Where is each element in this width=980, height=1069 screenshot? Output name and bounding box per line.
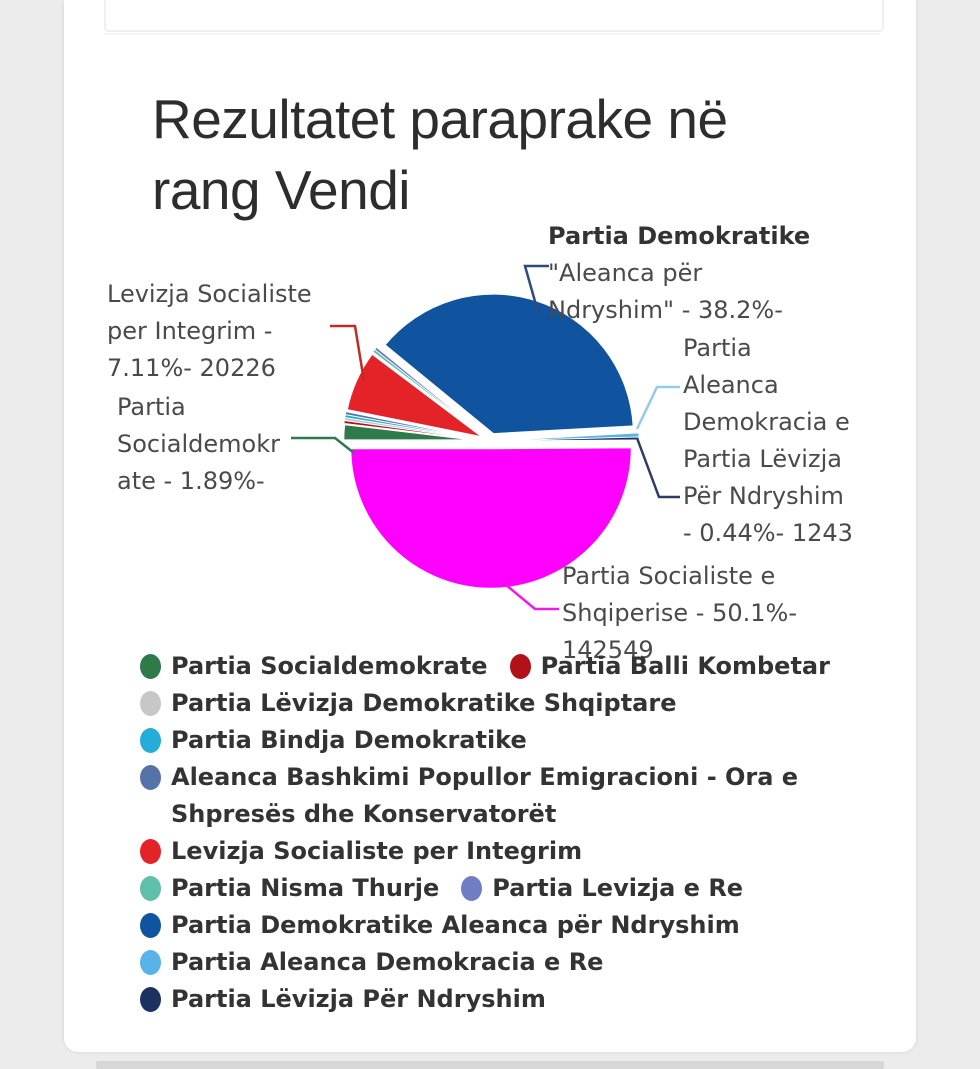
annotation-line: Socialdemokr bbox=[117, 430, 280, 458]
legend-row: Partia Lëvizja Demokratike Shqiptare bbox=[140, 685, 856, 722]
legend-item-label: Partia Lëvizja Për Ndryshim bbox=[171, 985, 546, 1013]
page-title-line2: rang Vendi bbox=[152, 159, 411, 221]
legend-item-label: Partia Balli Kombetar bbox=[540, 652, 830, 680]
legend-color-dot bbox=[140, 839, 161, 864]
legend-item-label: Partia Levizja e Re bbox=[492, 874, 744, 902]
legend-item-label: Levizja Socialiste per Integrim bbox=[171, 837, 583, 865]
legend-color-dot bbox=[461, 876, 483, 901]
annotation-line: per Integrim - bbox=[107, 317, 273, 345]
legend-row: Partia Aleanca Demokracia e Re bbox=[140, 944, 856, 981]
legend-item-label: Partia Nisma Thurje bbox=[171, 874, 440, 902]
bottom-divider-strip bbox=[96, 1061, 884, 1069]
legend-item: Partia Nisma Thurje bbox=[140, 870, 439, 907]
pie-slice-5 bbox=[344, 351, 486, 440]
annotation-line: Partia bbox=[117, 393, 186, 421]
page-title-line1: Rezultatet paraprake në bbox=[152, 88, 728, 150]
pie-slice-11 bbox=[348, 445, 634, 591]
page-title: Rezultatet paraprake në rang Vendi bbox=[152, 84, 852, 226]
annotation-line: "Aleanca për bbox=[548, 259, 703, 287]
pie-slice-7 bbox=[374, 346, 486, 437]
legend-color-dot bbox=[140, 950, 161, 975]
top-remnant-box bbox=[104, 0, 884, 32]
legend-color-dot bbox=[509, 654, 531, 679]
legend-item: Levizja Socialiste per Integrim bbox=[140, 833, 582, 870]
annotation-line: Partia Socialiste e bbox=[562, 562, 776, 590]
leader-line-lsi bbox=[330, 324, 366, 382]
legend-item: Aleanca Bashkimi Popullor Emigracioni - … bbox=[140, 759, 823, 833]
legend-item: Partia Aleanca Demokracia e Re bbox=[140, 944, 603, 981]
pie-slice-8 bbox=[382, 292, 636, 436]
annotation-line: Partia Demokratike bbox=[548, 222, 811, 250]
legend-color-dot bbox=[140, 987, 161, 1012]
leader-line-ps bbox=[505, 584, 559, 611]
legend-row: Partia Bindja Demokratike bbox=[140, 722, 856, 759]
legend-row: Levizja Socialiste per Integrim bbox=[140, 833, 856, 870]
leader-line-pd bbox=[523, 264, 549, 313]
annotation-line: Për Ndryshim bbox=[683, 482, 844, 510]
legend-item: Partia Levizja e Re bbox=[461, 870, 743, 907]
legend-row: Partia Demokratike Aleanca për Ndryshim bbox=[140, 907, 856, 944]
pie-slice-0 bbox=[341, 422, 485, 442]
annotation-line: Aleanca bbox=[683, 371, 779, 399]
legend-item-label: Aleanca Bashkimi Popullor Emigracioni - … bbox=[171, 763, 799, 828]
legend-item: Partia Socialdemokrate bbox=[140, 648, 488, 685]
legend-item-label: Partia Bindja Demokratike bbox=[171, 726, 527, 754]
legend-color-dot bbox=[140, 913, 161, 938]
annotation-line: 7.11%- 20226 bbox=[107, 354, 276, 382]
annotation-aleanca-demokracia-levizja: Partia Aleanca Demokracia e Partia Lëviz… bbox=[683, 330, 853, 552]
annotation-line: Demokracia e bbox=[683, 408, 850, 436]
legend-color-dot bbox=[140, 654, 161, 679]
legend-row: Partia Nisma Thurje Partia Levizja e Re bbox=[140, 870, 856, 907]
legend-row: Partia Socialdemokrate Partia Balli Kombe… bbox=[140, 648, 856, 685]
annotation-partia-demokratike: Partia Demokratike "Aleanca për Ndryshim… bbox=[548, 218, 810, 329]
annotation-line: ate - 1.89%- bbox=[117, 467, 265, 495]
leader-line-padr bbox=[635, 385, 680, 430]
annotation-partia-socialiste: Partia Socialiste e Shqiperise - 50.1%- … bbox=[562, 558, 797, 669]
legend-item: Partia Lëvizja Për Ndryshim bbox=[140, 981, 546, 1018]
legend-row: Partia Lëvizja Për Ndryshim bbox=[140, 981, 856, 1018]
legend: Partia Socialdemokrate Partia Balli Kombe… bbox=[140, 648, 856, 1018]
annotation-line: 142549 bbox=[562, 636, 654, 664]
annotation-line: Partia Lëvizja bbox=[683, 445, 842, 473]
legend-item-label: Partia Demokratike Aleanca për Ndryshim bbox=[171, 911, 740, 939]
legend-item: Partia Demokratike Aleanca për Ndryshim bbox=[140, 907, 740, 944]
legend-item: Partia Lëvizja Demokratike Shqiptare bbox=[140, 685, 677, 722]
top-divider-line bbox=[104, 33, 880, 35]
legend-item: Partia Balli Kombetar bbox=[509, 648, 830, 685]
leader-line-plpn bbox=[635, 437, 680, 499]
legend-item-label: Partia Aleanca Demokracia e Re bbox=[171, 948, 604, 976]
annotation-line: Ndryshim" - 38.2%- bbox=[548, 296, 783, 324]
annotation-line: - 0.44%- 1243 bbox=[683, 519, 853, 547]
legend-color-dot bbox=[140, 765, 161, 790]
legend-color-dot bbox=[140, 728, 161, 753]
pie-slices bbox=[341, 292, 640, 591]
annotation-line: Levizja Socialiste bbox=[107, 280, 312, 308]
legend-row: Aleanca Bashkimi Popullor Emigracioni - … bbox=[140, 759, 856, 833]
annotation-partia-socialdemokrate: Partia Socialdemokr ate - 1.89%- bbox=[117, 389, 280, 500]
legend-color-dot bbox=[140, 691, 161, 716]
leader-line-psd bbox=[291, 436, 355, 454]
legend-color-dot bbox=[140, 876, 161, 901]
annotation-line: Partia bbox=[683, 334, 752, 362]
legend-item: Partia Bindja Demokratike bbox=[140, 722, 527, 759]
annotation-line: Shqiperise - 50.1%- bbox=[562, 599, 797, 627]
annotation-levizja-socialiste: Levizja Socialiste per Integrim - 7.11%-… bbox=[107, 276, 312, 387]
legend-item-label: Partia Lëvizja Demokratike Shqiptare bbox=[171, 689, 677, 717]
pie-slice-4 bbox=[344, 411, 485, 441]
legend-item-label: Partia Socialdemokrate bbox=[171, 652, 488, 680]
